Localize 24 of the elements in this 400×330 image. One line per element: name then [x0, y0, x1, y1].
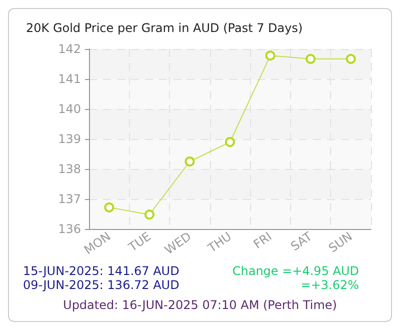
y-tick-label: 140: [58, 102, 81, 116]
x-tick-label: FRI: [250, 229, 274, 252]
y-tick-label: 136: [58, 222, 81, 236]
y-tick-label: 139: [58, 132, 81, 146]
x-tick-label: THU: [204, 229, 234, 256]
x-tick-label: TUE: [125, 229, 154, 255]
point: [104, 202, 114, 212]
x-tick-label: SAT: [288, 228, 316, 254]
point: [144, 210, 154, 220]
y-tick-label: 138: [58, 162, 81, 176]
y-tick-label: 137: [58, 192, 81, 206]
point: [346, 54, 356, 64]
text: =+3.62%: [300, 278, 360, 292]
chart-title: 20K Gold Price per Gram in AUD (Past 7 Days): [26, 21, 303, 35]
y-tick-label: 141: [58, 72, 81, 86]
point: [306, 54, 316, 64]
point: [225, 137, 235, 147]
text: 09-JUN-2025: 136.72 AUD: [23, 278, 180, 292]
text: Change =+4.95 AUD: [232, 264, 360, 278]
y-tick-label: 142: [58, 42, 81, 56]
text: Updated: 16-JUN-2025 07:10 AM (Perth Time): [63, 298, 337, 312]
point: [265, 50, 276, 61]
text: 15-JUN-2025: 141.67 AUD: [23, 264, 180, 278]
point: [184, 156, 195, 166]
